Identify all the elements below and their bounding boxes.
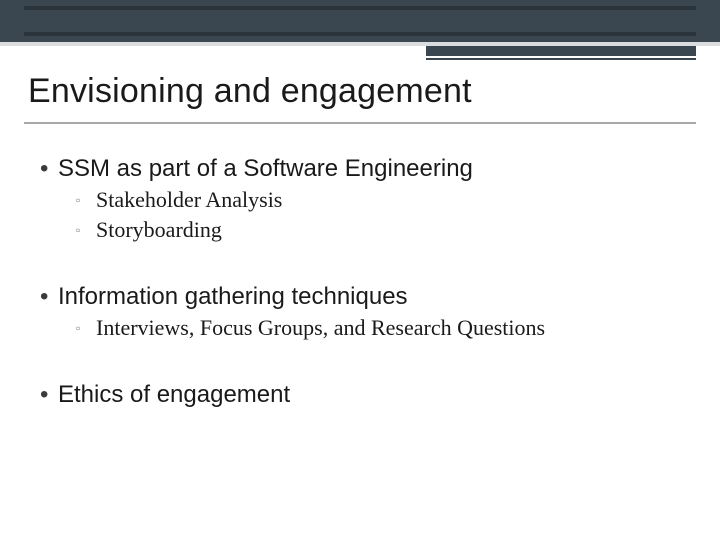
title-rule bbox=[24, 122, 696, 124]
header-band-line-bottom bbox=[24, 32, 696, 36]
bullet-text: SSM as part of a Software Engineering bbox=[58, 154, 473, 184]
bullet-dot-icon: • bbox=[40, 282, 58, 312]
bullet-level2: ▫ Storyboarding bbox=[76, 216, 680, 244]
header-accent-thin bbox=[426, 58, 696, 60]
slide-body: • SSM as part of a Software Engineering … bbox=[40, 150, 680, 410]
header-band bbox=[0, 0, 720, 42]
bullet-text: Information gathering techniques bbox=[58, 282, 408, 312]
slide-title: Envisioning and engagement bbox=[28, 72, 692, 111]
bullet-text: Stakeholder Analysis bbox=[96, 186, 282, 214]
bullet-level1: • Information gathering techniques bbox=[40, 282, 680, 312]
bullet-text: Storyboarding bbox=[96, 216, 222, 244]
bullet-level1: • SSM as part of a Software Engineering bbox=[40, 154, 680, 184]
bullet-text: Interviews, Focus Groups, and Research Q… bbox=[96, 314, 545, 342]
bullet-level2: ▫ Interviews, Focus Groups, and Research… bbox=[76, 314, 680, 342]
header-accent-thick bbox=[426, 46, 696, 56]
header-accent bbox=[426, 46, 696, 60]
bullet-text: Ethics of engagement bbox=[58, 380, 290, 410]
bullet-level1: • Ethics of engagement bbox=[40, 380, 680, 410]
bullet-dot-icon: • bbox=[40, 154, 58, 184]
spacer bbox=[40, 342, 680, 376]
header-band-line-top bbox=[24, 6, 696, 10]
bullet-square-icon: ▫ bbox=[76, 216, 96, 244]
bullet-dot-icon: • bbox=[40, 380, 58, 410]
bullet-square-icon: ▫ bbox=[76, 186, 96, 214]
bullet-level2: ▫ Stakeholder Analysis bbox=[76, 186, 680, 214]
spacer bbox=[40, 244, 680, 278]
bullet-square-icon: ▫ bbox=[76, 314, 96, 342]
